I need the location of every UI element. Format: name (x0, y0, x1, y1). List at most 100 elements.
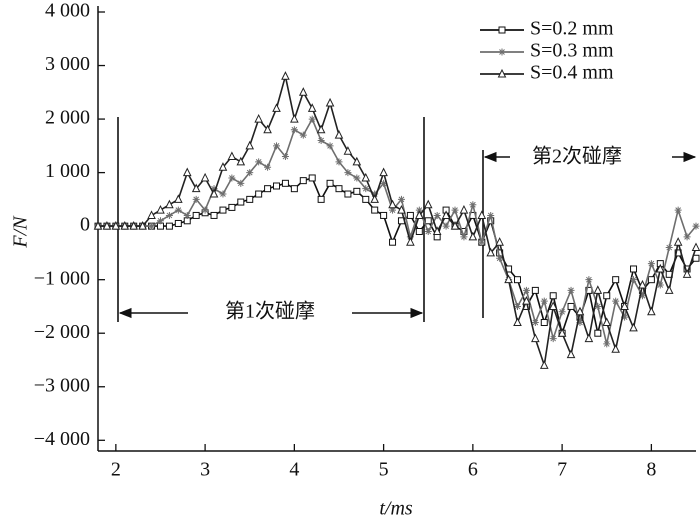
marker (692, 222, 700, 230)
marker (201, 206, 209, 214)
marker (290, 185, 298, 193)
marker (380, 179, 388, 187)
marker (673, 237, 683, 246)
x-tick-label: 7 (557, 459, 567, 481)
marker (228, 203, 236, 211)
marker (498, 48, 506, 56)
marker (264, 163, 272, 171)
marker (272, 103, 281, 112)
marker (424, 217, 432, 225)
marker (558, 308, 566, 316)
series (94, 174, 700, 337)
marker (290, 126, 298, 134)
marker (371, 190, 379, 198)
marker (469, 201, 477, 209)
marker (441, 210, 451, 219)
x-tick-label: 8 (646, 459, 656, 481)
marker (406, 233, 414, 241)
annotation-1: 第1次碰摩 (117, 117, 425, 323)
marker (174, 206, 182, 214)
y-tick-label: −1 000 (34, 267, 90, 289)
legend-label: S=0.2 mm (530, 18, 614, 40)
marker (594, 302, 602, 310)
marker (335, 158, 343, 166)
marker (656, 281, 664, 289)
y-tick-label: −4 000 (34, 428, 90, 450)
marker (612, 297, 620, 305)
marker (620, 301, 629, 310)
marker (389, 238, 397, 246)
marker (496, 254, 504, 262)
marker (406, 237, 415, 246)
marker (424, 228, 432, 235)
marker (370, 194, 379, 203)
marker (210, 211, 218, 219)
marker (531, 333, 540, 343)
marker (290, 113, 299, 123)
marker (432, 226, 442, 235)
y-tick-label: 0 (80, 214, 90, 236)
marker (191, 183, 201, 193)
marker (567, 302, 575, 310)
marker (219, 190, 227, 198)
marker (522, 295, 531, 305)
marker (487, 211, 495, 219)
marker (246, 195, 254, 203)
marker (691, 242, 700, 252)
legend-label: S=0.3 mm (530, 40, 614, 62)
x-tick-label: 2 (111, 459, 121, 481)
marker (612, 276, 620, 284)
marker (638, 279, 647, 289)
marker (210, 185, 218, 193)
marker (299, 177, 307, 185)
marker (237, 198, 245, 206)
marker (665, 244, 673, 252)
marker (273, 182, 281, 190)
marker (566, 349, 576, 359)
y-tick-label: 2 000 (45, 107, 90, 129)
annotation-2: 第2次碰摩 (482, 145, 697, 318)
marker (504, 274, 513, 284)
marker (361, 172, 371, 182)
series-line (98, 177, 697, 334)
marker (263, 124, 272, 134)
marker (450, 221, 460, 230)
marker (316, 124, 326, 134)
marker (415, 206, 423, 214)
marker (497, 68, 507, 78)
marker (682, 269, 692, 278)
marker (218, 162, 228, 171)
y-tick-label: 3 000 (45, 53, 90, 75)
annotation-text: 第1次碰摩 (225, 300, 315, 323)
marker (344, 169, 352, 177)
marker (460, 233, 468, 241)
marker (495, 237, 504, 246)
marker (281, 153, 289, 161)
marker (111, 221, 121, 230)
marker (548, 301, 558, 310)
marker (664, 285, 674, 294)
y-tick-label: −3 000 (34, 374, 90, 396)
marker (647, 260, 655, 268)
marker (647, 306, 656, 316)
y-tick-label: 4 000 (45, 0, 90, 22)
marker (593, 285, 603, 294)
marker (362, 185, 370, 193)
marker (629, 322, 638, 332)
marker (237, 179, 245, 187)
marker (379, 167, 388, 177)
marker (246, 169, 254, 177)
marker (478, 238, 486, 246)
marker (264, 185, 272, 193)
marker (451, 206, 459, 214)
series (93, 71, 700, 369)
marker (165, 199, 174, 209)
marker (397, 195, 405, 203)
marker (281, 71, 290, 80)
marker (585, 276, 593, 284)
marker (575, 306, 585, 316)
marker (647, 276, 655, 284)
marker (549, 292, 557, 300)
marker (183, 211, 191, 219)
marker (299, 131, 307, 139)
